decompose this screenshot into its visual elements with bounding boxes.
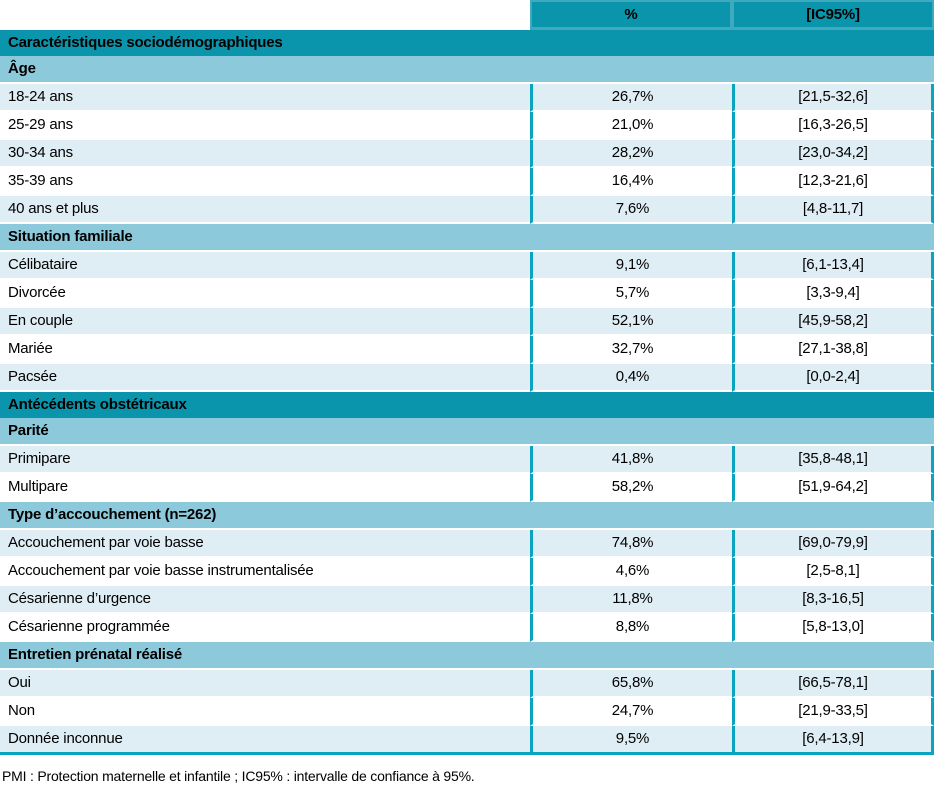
col-header-percent: % (530, 0, 732, 30)
ci95-value: [12,3-21,6] (732, 168, 934, 196)
percent-value: 74,8% (530, 530, 732, 558)
table-header-row: % [IC95%] (0, 0, 934, 30)
table-row: Non 24,7% [21,9-33,5] (0, 698, 934, 726)
table-row: Donnée inconnue 9,5% [6,4-13,9] (0, 726, 934, 755)
row-label: 35-39 ans (0, 168, 530, 196)
percent-value: 5,7% (530, 280, 732, 308)
col-header-ic95: [IC95%] (732, 0, 934, 30)
percent-value: 0,4% (530, 364, 732, 392)
row-label: 25-29 ans (0, 112, 530, 140)
table-row: 35-39 ans 16,4% [12,3-21,6] (0, 168, 934, 196)
subsection-header: Situation familiale (0, 224, 934, 252)
row-label: Pacsée (0, 364, 530, 392)
percent-value: 58,2% (530, 474, 732, 502)
ci95-value: [6,4-13,9] (732, 726, 934, 755)
table-row: Mariée 32,7% [27,1-38,8] (0, 336, 934, 364)
ci95-value: [8,3-16,5] (732, 586, 934, 614)
ci95-value: [5,8-13,0] (732, 614, 934, 642)
table-row: Césarienne d’urgence 11,8% [8,3-16,5] (0, 586, 934, 614)
ci95-value: [21,5-32,6] (732, 84, 934, 112)
row-label: Mariée (0, 336, 530, 364)
row-label: Primipare (0, 446, 530, 474)
ci95-value: [6,1-13,4] (732, 252, 934, 280)
subsection-header: Âge (0, 56, 934, 84)
ci95-value: [45,9-58,2] (732, 308, 934, 336)
ci95-value: [66,5-78,1] (732, 670, 934, 698)
subsection-header: Entretien prénatal réalisé (0, 642, 934, 670)
subsection-header: Type d’accouchement (n=262) (0, 502, 934, 530)
table-row: Oui 65,8% [66,5-78,1] (0, 670, 934, 698)
row-label: Césarienne d’urgence (0, 586, 530, 614)
ci95-value: [27,1-38,8] (732, 336, 934, 364)
row-label: Oui (0, 670, 530, 698)
percent-value: 52,1% (530, 308, 732, 336)
table-row: 18-24 ans 26,7% [21,5-32,6] (0, 84, 934, 112)
row-label: Multipare (0, 474, 530, 502)
ci95-value: [16,3-26,5] (732, 112, 934, 140)
table-row: Célibataire 9,1% [6,1-13,4] (0, 252, 934, 280)
row-label: 40 ans et plus (0, 196, 530, 224)
row-label: Divorcée (0, 280, 530, 308)
row-label: Accouchement par voie basse instrumental… (0, 558, 530, 586)
percent-value: 65,8% (530, 670, 732, 698)
table-row: Césarienne programmée 8,8% [5,8-13,0] (0, 614, 934, 642)
ci95-value: [3,3-9,4] (732, 280, 934, 308)
subsection-header: Parité (0, 418, 934, 446)
percent-value: 16,4% (530, 168, 732, 196)
percent-value: 9,1% (530, 252, 732, 280)
ci95-value: [0,0-2,4] (732, 364, 934, 392)
row-label: En couple (0, 308, 530, 336)
ci95-value: [69,0-79,9] (732, 530, 934, 558)
stats-table: Caractéristiques sociodémographiques Âge 1… (0, 30, 934, 755)
ci95-value: [51,9-64,2] (732, 474, 934, 502)
section-header: Caractéristiques sociodémographiques (0, 30, 934, 56)
section-header: Antécédents obstétricaux (0, 392, 934, 418)
percent-value: 8,8% (530, 614, 732, 642)
percent-value: 9,5% (530, 726, 732, 755)
ci95-value: [23,0-34,2] (732, 140, 934, 168)
row-label: Non (0, 698, 530, 726)
row-label: Donnée inconnue (0, 726, 530, 755)
table-row: 40 ans et plus 7,6% [4,8-11,7] (0, 196, 934, 224)
row-label: Célibataire (0, 252, 530, 280)
row-label: 18-24 ans (0, 84, 530, 112)
ci95-value: [35,8-48,1] (732, 446, 934, 474)
percent-value: 32,7% (530, 336, 732, 364)
table-row: Accouchement par voie basse 74,8% [69,0-79… (0, 530, 934, 558)
percent-value: 26,7% (530, 84, 732, 112)
table-row: Divorcée 5,7% [3,3-9,4] (0, 280, 934, 308)
row-label: Accouchement par voie basse (0, 530, 530, 558)
percent-value: 41,8% (530, 446, 732, 474)
header-spacer-cell (0, 0, 530, 30)
table-row: Multipare 58,2% [51,9-64,2] (0, 474, 934, 502)
row-label: 30-34 ans (0, 140, 530, 168)
table-row: Primipare 41,8% [35,8-48,1] (0, 446, 934, 474)
row-label: Césarienne programmée (0, 614, 530, 642)
percent-value: 24,7% (530, 698, 732, 726)
ci95-value: [4,8-11,7] (732, 196, 934, 224)
ci95-value: [21,9-33,5] (732, 698, 934, 726)
percent-value: 21,0% (530, 112, 732, 140)
ci95-value: [2,5-8,1] (732, 558, 934, 586)
percent-value: 4,6% (530, 558, 732, 586)
table-row: 30-34 ans 28,2% [23,0-34,2] (0, 140, 934, 168)
footnote: PMI : Protection maternelle et infantile… (2, 768, 475, 784)
table-row: Accouchement par voie basse instrumental… (0, 558, 934, 586)
percent-value: 7,6% (530, 196, 732, 224)
percent-value: 28,2% (530, 140, 732, 168)
table-row: 25-29 ans 21,0% [16,3-26,5] (0, 112, 934, 140)
percent-value: 11,8% (530, 586, 732, 614)
table-row: Pacsée 0,4% [0,0-2,4] (0, 364, 934, 392)
table-row: En couple 52,1% [45,9-58,2] (0, 308, 934, 336)
